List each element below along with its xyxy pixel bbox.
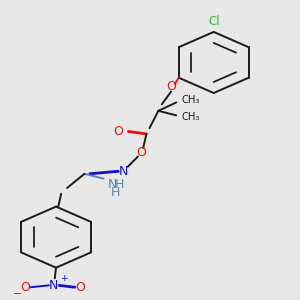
Text: O: O xyxy=(113,125,123,138)
Text: O: O xyxy=(20,281,30,294)
Text: H: H xyxy=(115,178,124,191)
Text: O: O xyxy=(136,146,146,159)
Text: O: O xyxy=(75,281,85,294)
Text: +: + xyxy=(60,274,68,283)
Text: Cl: Cl xyxy=(208,15,220,28)
Text: N: N xyxy=(108,178,117,191)
Text: N: N xyxy=(49,279,58,292)
Text: CH₃: CH₃ xyxy=(182,94,200,105)
Text: O: O xyxy=(166,80,176,93)
Text: N: N xyxy=(119,165,128,178)
Text: −: − xyxy=(13,290,22,299)
Text: CH₃: CH₃ xyxy=(182,112,200,122)
Text: H: H xyxy=(111,186,121,199)
